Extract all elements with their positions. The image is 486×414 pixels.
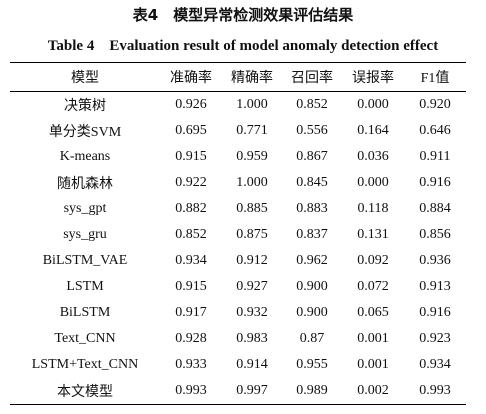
header-cell: F1值 xyxy=(404,62,466,92)
metric-cell: 0.036 xyxy=(357,149,389,164)
metric-cell: 0.916 xyxy=(419,175,451,190)
metric-cell: 1.000 xyxy=(236,97,268,112)
header-cell: 精确率 xyxy=(222,62,282,92)
metric-cell: 0.646 xyxy=(419,123,451,138)
results-table: 模型 准确率 精确率 召回率 误报率 F1值 决策树 0.926 1.000 0.852 0.00… xyxy=(10,62,466,405)
metric-cell: 1.000 xyxy=(236,175,268,190)
metric-cell: 0.883 xyxy=(296,201,328,216)
metric-cell: 0.917 xyxy=(175,305,207,320)
metric-cell: 0.914 xyxy=(236,357,268,372)
metric-cell: 0.993 xyxy=(175,383,207,398)
model-name: 单分类SVM xyxy=(48,125,122,140)
metric-cell: 0.845 xyxy=(296,175,328,190)
metric-cell: 0.920 xyxy=(419,97,451,112)
metric-cell: 0.959 xyxy=(236,149,268,164)
title-cn: 表4 模型异常检测效果评估结果 xyxy=(132,6,354,24)
table-row: 决策树 0.926 1.000 0.852 0.000 0.920 xyxy=(10,92,466,119)
metric-cell: 0.092 xyxy=(357,253,389,268)
table-row: sys_gru 0.852 0.875 0.837 0.131 0.856 xyxy=(10,222,466,248)
metric-cell: 0.997 xyxy=(236,383,268,398)
model-name: Text_CNN xyxy=(54,331,116,346)
metric-cell: 0.001 xyxy=(357,331,389,346)
metric-cell: 0.885 xyxy=(236,201,268,216)
metric-cell: 0.993 xyxy=(419,383,451,398)
metric-cell: 0.884 xyxy=(419,201,451,216)
metric-cell: 0.164 xyxy=(357,123,389,138)
header-cell: 准确率 xyxy=(160,62,222,92)
metric-cell: 0.934 xyxy=(419,357,451,372)
header-cell: 召回率 xyxy=(282,62,342,92)
table-row: LSTM+Text_CNN 0.933 0.914 0.955 0.001 0.934 xyxy=(10,352,466,378)
metric-cell: 0.955 xyxy=(296,357,328,372)
header-cell: 模型 xyxy=(10,62,160,92)
metric-cell: 0.065 xyxy=(357,305,389,320)
metric-cell: 0.913 xyxy=(419,279,451,294)
model-name: 决策树 xyxy=(64,99,106,114)
table-row: K-means 0.915 0.959 0.867 0.036 0.911 xyxy=(10,144,466,170)
metric-cell: 0.932 xyxy=(236,305,268,320)
metric-cell: 0.962 xyxy=(296,253,328,268)
table-row: 随机森林 0.922 1.000 0.845 0.000 0.916 xyxy=(10,170,466,196)
model-name: BiLSTM_VAE xyxy=(42,253,128,268)
metric-cell: 0.072 xyxy=(357,279,389,294)
metric-cell: 0.695 xyxy=(175,123,207,138)
table-row: BiLSTM_VAE 0.934 0.912 0.962 0.092 0.936 xyxy=(10,248,466,274)
table-body: 决策树 0.926 1.000 0.852 0.000 0.920 单分类SVM 0.695 0… xyxy=(10,92,466,405)
metric-cell: 0.926 xyxy=(175,97,207,112)
metric-cell: 0.118 xyxy=(357,201,389,216)
metric-cell: 0.936 xyxy=(419,253,451,268)
metric-cell: 0.912 xyxy=(236,253,268,268)
metric-cell: 0.87 xyxy=(299,331,325,346)
metric-cell: 0.771 xyxy=(236,123,268,138)
metric-cell: 0.000 xyxy=(357,175,389,190)
table-row: sys_gpt 0.882 0.885 0.883 0.118 0.884 xyxy=(10,196,466,222)
table-row: LSTM 0.915 0.927 0.900 0.072 0.913 xyxy=(10,274,466,300)
model-name: sys_gru xyxy=(63,227,107,242)
metric-cell: 0.852 xyxy=(175,227,207,242)
model-name: LSTM+Text_CNN xyxy=(31,357,139,372)
table-row: BiLSTM 0.917 0.932 0.900 0.065 0.916 xyxy=(10,300,466,326)
metric-cell: 0.856 xyxy=(419,227,451,242)
header-cell: 误报率 xyxy=(342,62,404,92)
metric-cell: 0.928 xyxy=(175,331,207,346)
metric-cell: 0.922 xyxy=(175,175,207,190)
header-row: 模型 准确率 精确率 召回率 误报率 F1值 xyxy=(10,62,466,92)
metric-cell: 0.001 xyxy=(357,357,389,372)
metric-cell: 0.983 xyxy=(236,331,268,346)
metric-cell: 0.915 xyxy=(175,149,207,164)
title-en: Table 4 Evaluation result of model anoma… xyxy=(47,38,439,54)
metric-cell: 0.927 xyxy=(236,279,268,294)
metric-cell: 0.933 xyxy=(175,357,207,372)
metric-cell: 0.002 xyxy=(357,383,389,398)
metric-cell: 0.900 xyxy=(296,279,328,294)
metric-cell: 0.900 xyxy=(296,305,328,320)
metric-cell: 0.131 xyxy=(357,227,389,242)
metric-cell: 0.989 xyxy=(296,383,328,398)
table-row: 单分类SVM 0.695 0.771 0.556 0.164 0.646 xyxy=(10,118,466,144)
metric-cell: 0.875 xyxy=(236,227,268,242)
metric-cell: 0.916 xyxy=(419,305,451,320)
model-name: K-means xyxy=(59,149,111,164)
model-name: LSTM xyxy=(66,279,104,294)
table-row: Text_CNN 0.928 0.983 0.87 0.001 0.923 xyxy=(10,326,466,352)
metric-cell: 0.852 xyxy=(296,97,328,112)
model-name: BiLSTM xyxy=(59,305,111,320)
metric-cell: 0.556 xyxy=(296,123,328,138)
model-name: 本文模型 xyxy=(57,385,113,400)
metric-cell: 0.934 xyxy=(175,253,207,268)
metric-cell: 0.837 xyxy=(296,227,328,242)
metric-cell: 0.923 xyxy=(419,331,451,346)
model-name: sys_gpt xyxy=(63,201,107,216)
model-name: 随机森林 xyxy=(57,177,113,192)
metric-cell: 0.911 xyxy=(419,149,451,164)
table-row: 本文模型 0.993 0.997 0.989 0.002 0.993 xyxy=(10,378,466,405)
metric-cell: 0.000 xyxy=(357,97,389,112)
metric-cell: 0.867 xyxy=(296,149,328,164)
metric-cell: 0.915 xyxy=(175,279,207,294)
metric-cell: 0.882 xyxy=(175,201,207,216)
